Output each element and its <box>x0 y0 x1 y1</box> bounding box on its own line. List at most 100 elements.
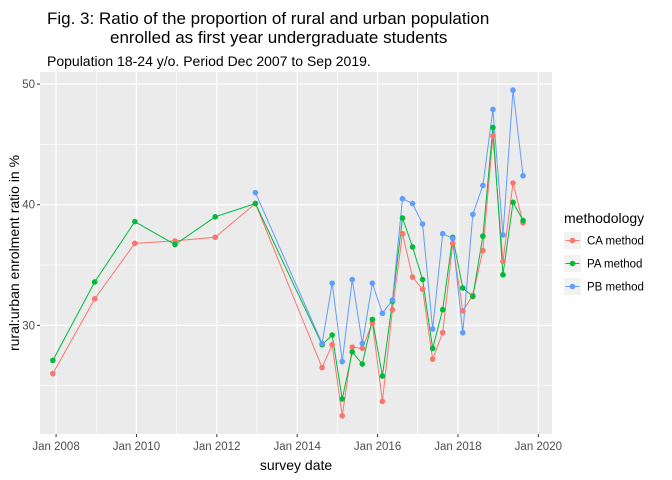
x-tick-label: Jan 2008 <box>32 441 79 453</box>
data-point-pa-method <box>399 215 406 221</box>
data-point-ca-method <box>419 286 426 293</box>
data-point-pa-method <box>379 373 386 379</box>
y-axis-title: rural:urban enrolment ratio in % <box>6 155 22 351</box>
x-tick-label: Jan 2016 <box>354 441 401 453</box>
data-point-ca-method <box>319 364 325 371</box>
data-point-pa-method <box>409 244 416 250</box>
data-point-pb-method <box>520 172 526 179</box>
data-point-pa-method <box>252 200 259 207</box>
legend: methodology CA method PA method PB method <box>564 210 644 295</box>
data-point-pb-method <box>349 276 356 283</box>
data-point-pa-method <box>172 241 178 248</box>
x-tick-label: Jan 2018 <box>434 441 481 453</box>
data-point-pa-method <box>329 332 335 338</box>
data-point-ca-method <box>379 398 386 405</box>
data-point-pa-method <box>510 199 516 206</box>
data-point-ca-method <box>510 180 516 186</box>
legend-label-ca-method: CA method <box>587 236 644 248</box>
data-point-pa-method <box>91 279 98 285</box>
data-point-pb-method <box>449 235 456 242</box>
data-point-pb-method <box>389 297 396 303</box>
data-point-pb-method <box>252 189 259 196</box>
data-point-ca-method <box>449 240 456 247</box>
x-tick-label: Jan 2014 <box>274 441 322 453</box>
data-point-ca-method <box>409 274 416 280</box>
grid-minor <box>40 72 552 434</box>
data-point-ca-method <box>459 308 466 314</box>
data-point-pa-method <box>419 276 426 283</box>
y-tick-label: 40 <box>22 200 35 212</box>
data-point-pb-method <box>459 329 466 336</box>
data-point-pb-method <box>490 106 496 113</box>
data-point-ca-method <box>212 234 219 241</box>
y-tick-label: 30 <box>22 320 35 332</box>
data-point-pa-method <box>369 316 376 323</box>
data-point-pa-method <box>470 293 476 300</box>
data-point-pb-method <box>419 221 426 227</box>
x-tick-label: Jan 2010 <box>113 441 160 453</box>
chart-title-line1: Fig. 3: Ratio of the proportion of rural… <box>47 9 489 28</box>
data-point-pb-method <box>429 326 436 332</box>
data-point-pb-method <box>480 182 486 189</box>
data-point-pa-method <box>439 306 446 313</box>
grid-major <box>40 72 552 434</box>
x-axis: Jan 2008 Jan 2010 Jan 2012 Jan 2014 Jan 2016… <box>32 434 562 453</box>
data-point-ca-method <box>329 341 335 348</box>
y-tick-label: 50 <box>22 79 35 91</box>
data-point-pa-method <box>500 271 506 278</box>
x-tick-label: Jan 2020 <box>515 441 562 453</box>
data-point-ca-method <box>132 240 138 247</box>
data-point-ca-method <box>339 413 346 419</box>
x-axis-title: survey date <box>260 457 333 473</box>
legend-label-pb-method: PB method <box>587 282 644 294</box>
data-point-ca-method <box>50 370 56 377</box>
data-point-pa-method <box>349 349 356 355</box>
chart-title-line2: enrolled as first year undergraduate stu… <box>110 28 447 47</box>
data-point-pb-method <box>359 340 366 347</box>
data-point-pa-method <box>359 361 366 367</box>
legend-key-point-ca-method <box>569 237 576 244</box>
data-point-pa-method <box>480 233 486 239</box>
plot-panel <box>40 72 552 434</box>
data-point-ca-method <box>500 258 506 265</box>
legend-label-pa-method: PA method <box>587 259 642 271</box>
data-point-ca-method <box>439 329 446 336</box>
data-point-pb-method <box>409 200 416 207</box>
data-point-pb-method <box>470 211 476 218</box>
data-point-ca-method <box>480 247 486 254</box>
series-layer <box>50 87 526 419</box>
data-point-pb-method <box>319 340 325 347</box>
data-point-ca-method <box>399 230 406 237</box>
y-axis: 30 40 50 <box>22 79 40 332</box>
legend-key-point-pa-method <box>569 260 576 267</box>
data-point-pa-method <box>132 218 138 225</box>
data-point-pb-method <box>510 87 516 93</box>
data-point-ca-method <box>389 306 396 313</box>
chart-subtitle: Population 18-24 y/o. Period Dec 2007 to… <box>47 53 371 69</box>
x-tick-label: Jan 2012 <box>193 441 240 453</box>
data-point-ca-method <box>91 296 98 302</box>
data-point-pa-method <box>429 345 436 352</box>
legend-title: methodology <box>564 210 644 226</box>
data-point-pa-method <box>50 357 56 364</box>
data-point-pa-method <box>459 285 466 291</box>
data-point-pa-method <box>212 214 219 220</box>
data-point-pb-method <box>439 230 446 237</box>
data-point-pb-method <box>339 358 346 365</box>
data-point-pb-method <box>379 310 386 317</box>
data-point-pa-method <box>490 124 496 131</box>
data-point-pb-method <box>369 280 376 286</box>
legend-key-point-pb-method <box>569 283 576 290</box>
data-point-pb-method <box>399 195 406 202</box>
data-point-pa-method <box>339 396 346 402</box>
data-point-pb-method <box>500 232 506 238</box>
data-point-ca-method <box>359 345 366 352</box>
data-point-ca-method <box>349 344 356 350</box>
data-point-ca-method <box>490 133 496 139</box>
series-line-pb-method <box>254 90 524 362</box>
data-point-ca-method <box>429 356 436 362</box>
data-point-pa-method <box>520 217 526 224</box>
data-point-pb-method <box>329 280 335 286</box>
